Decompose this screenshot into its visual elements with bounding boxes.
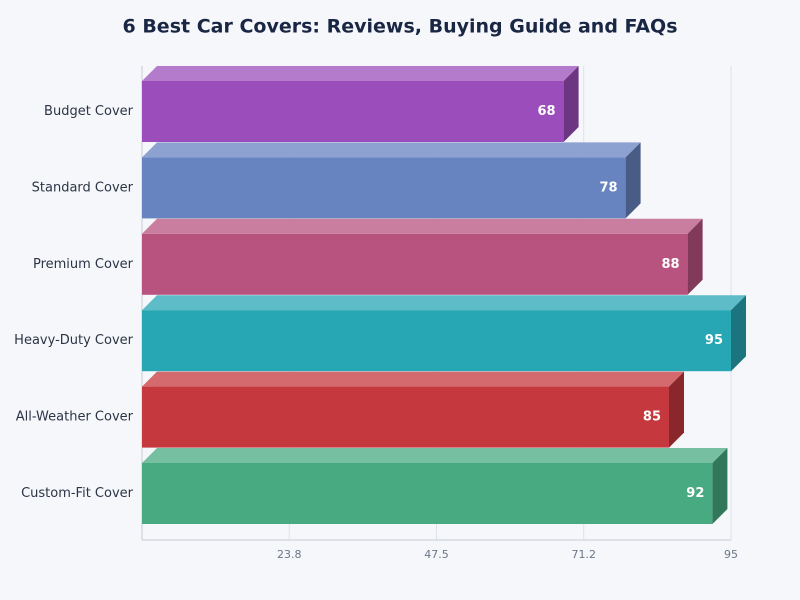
x-tick-label: 71.2 xyxy=(572,548,597,561)
y-tick-label: Custom-Fit Cover xyxy=(21,486,134,501)
bar-side xyxy=(669,371,684,448)
y-tick-label: Premium Cover xyxy=(33,257,134,272)
value-label: 85 xyxy=(643,410,661,425)
bar-top xyxy=(142,142,641,158)
bar-side xyxy=(687,218,703,295)
bar-top xyxy=(142,371,684,387)
value-label: 92 xyxy=(686,486,704,501)
bar xyxy=(142,310,731,372)
bar xyxy=(142,463,713,524)
y-tick-label: Budget Cover xyxy=(44,104,134,119)
bar xyxy=(142,81,564,142)
bar-top xyxy=(142,66,579,81)
bar-top xyxy=(142,218,703,234)
bar-top xyxy=(142,448,728,463)
bar-top xyxy=(142,295,746,311)
x-tick-label: 47.5 xyxy=(424,548,449,561)
value-label: 68 xyxy=(538,104,556,119)
bar xyxy=(142,386,669,448)
value-label: 78 xyxy=(600,180,618,195)
value-label: 95 xyxy=(705,333,723,348)
x-tick-label: 95 xyxy=(724,548,738,561)
bar-side xyxy=(563,66,579,142)
chart-title: 6 Best Car Covers: Reviews, Buying Guide… xyxy=(122,16,677,38)
y-tick-label: Heavy-Duty Cover xyxy=(14,333,133,348)
bar-side xyxy=(625,142,641,219)
x-tick-label: 23.8 xyxy=(277,548,302,561)
value-label: 88 xyxy=(662,257,680,272)
bar-side xyxy=(712,448,728,524)
bar xyxy=(142,157,626,219)
y-tick-label: Standard Cover xyxy=(32,180,134,195)
bar-side xyxy=(731,295,746,372)
y-tick-label: All-Weather Cover xyxy=(16,410,134,425)
bar xyxy=(142,233,688,295)
